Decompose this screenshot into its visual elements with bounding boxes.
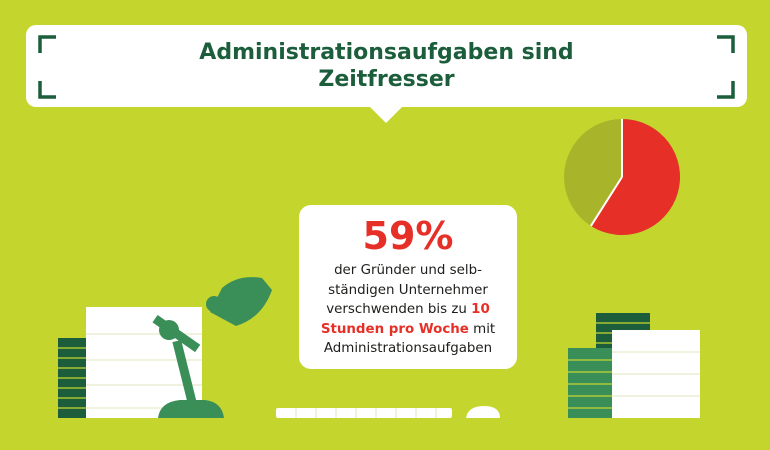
statistic-line: verschwenden bis zu 10 [305,300,511,320]
statistic-line: Stunden pro Woche mit [305,320,511,340]
statistic-line: ständigen Unternehmer [328,282,488,298]
mouse-icon [466,406,500,418]
statistic-text: verschwenden bis zu [326,302,472,317]
statistic-highlight: Stunden pro Woche [320,321,469,337]
title-banner: Administrationsaufgaben sind Zeitfresser [26,25,747,123]
statistic-line: Administrationsaufgaben [323,341,493,356]
keyboard-icon [276,408,452,418]
pie-chart [564,119,680,236]
statistic-text: mit [468,321,496,337]
paper-stack-icon [612,330,700,418]
page-title: Administrationsaufgaben sind Zeitfresser [26,39,747,93]
statistic-description: der Gründer und selb- ständigen Unterneh… [305,261,511,359]
statistic-highlight: 10 [471,302,490,317]
statistic-line: der Gründer und selb- [334,263,482,278]
frame-corner-icon [38,35,735,99]
statistic-card: 59% der Gründer und selb- ständigen Unte… [299,205,517,369]
statistic-percent: 59% [362,214,454,258]
pie-divider [590,176,623,227]
desk-lamp-icon [152,277,272,418]
title-line: Administrationsaufgaben sind [199,40,574,65]
title-line: Zeitfresser [318,67,455,92]
pie-highlight-slice [590,119,680,236]
binder-stack-icon [58,338,90,418]
